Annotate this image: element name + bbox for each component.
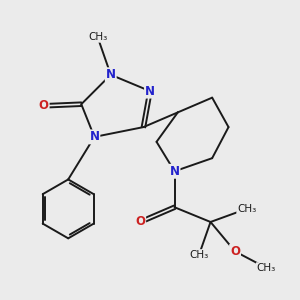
Text: CH₃: CH₃ bbox=[237, 204, 256, 214]
Text: N: N bbox=[145, 85, 155, 98]
Text: N: N bbox=[89, 130, 99, 143]
Text: O: O bbox=[230, 245, 240, 258]
Text: CH₃: CH₃ bbox=[256, 263, 276, 273]
Text: CH₃: CH₃ bbox=[88, 32, 107, 42]
Text: N: N bbox=[106, 68, 116, 81]
Text: CH₃: CH₃ bbox=[189, 250, 209, 260]
Text: O: O bbox=[135, 215, 145, 229]
Text: O: O bbox=[39, 99, 49, 112]
Text: N: N bbox=[169, 165, 179, 178]
